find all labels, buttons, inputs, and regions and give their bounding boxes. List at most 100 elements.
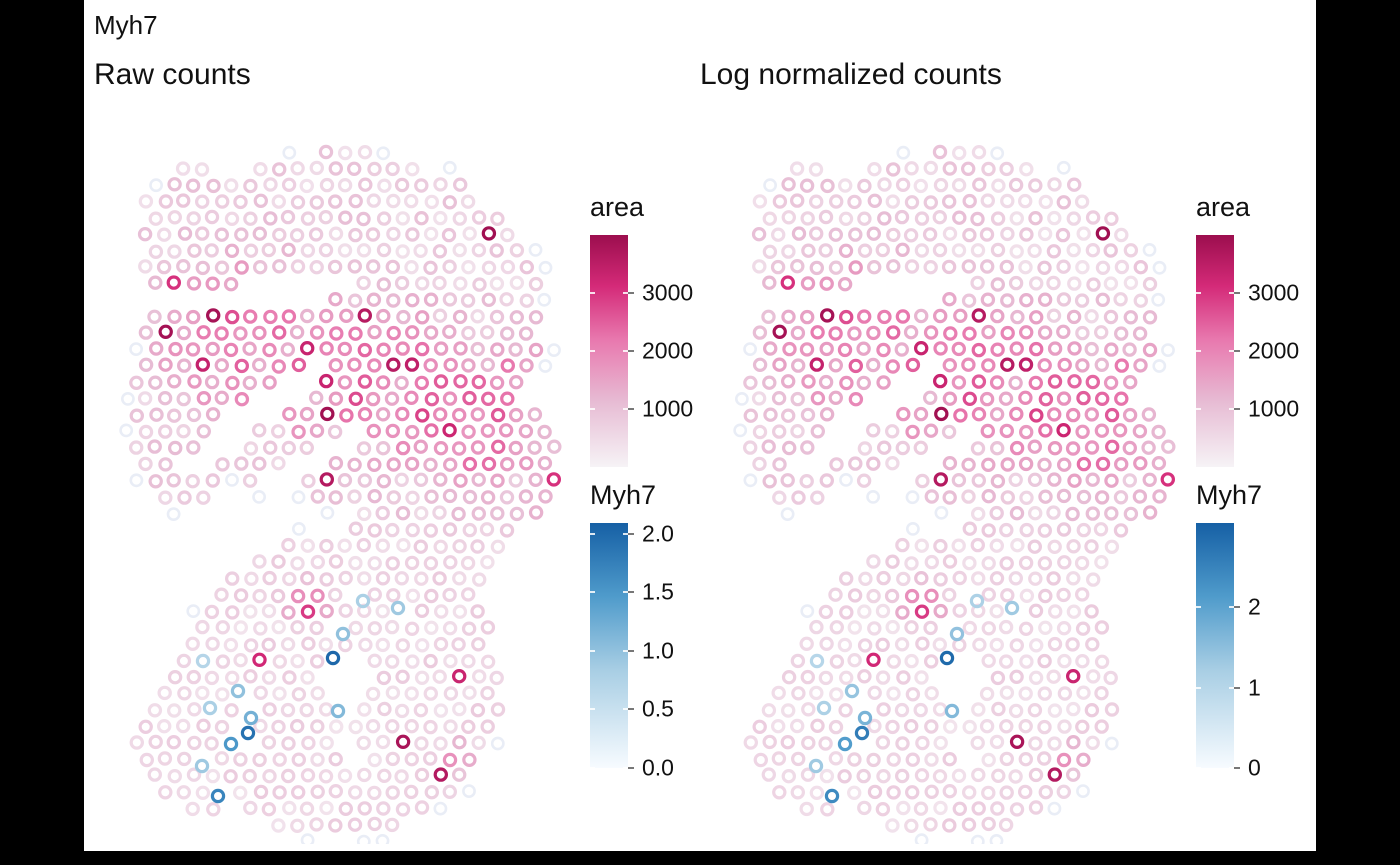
- tissue-spot: [970, 735, 985, 751]
- tissue-spot: [839, 472, 853, 487]
- tissue-spot: [500, 457, 515, 472]
- tissue-spot: [913, 440, 928, 455]
- tissue-spot: [771, 719, 786, 734]
- tissue-spot: [423, 358, 438, 373]
- tissue-spot: [404, 390, 419, 405]
- tissue-spot: [480, 423, 496, 438]
- tissue-spot: [432, 308, 448, 323]
- tissue-spot: [309, 817, 324, 832]
- tissue-spot: [915, 636, 930, 651]
- tissue-spot: [489, 670, 504, 686]
- tissue-spot: [528, 505, 544, 520]
- tissue-spot: [508, 407, 524, 423]
- tissue-spot: [347, 357, 362, 372]
- tissue-spot: [819, 636, 834, 652]
- tissue-spot: [158, 324, 173, 339]
- tissue-spot: [761, 439, 776, 454]
- tissue-spot: [962, 326, 977, 341]
- tissue-spot: [1000, 293, 1015, 308]
- tissue-spot: [252, 226, 267, 241]
- tissue-spot: [280, 209, 296, 225]
- tissue-spot: [289, 228, 305, 243]
- tissue-spot: [348, 391, 363, 406]
- tissue-spot: [981, 587, 996, 602]
- tissue-spot: [761, 767, 777, 782]
- tissue-spot: [876, 375, 891, 390]
- tissue-spot: [196, 325, 211, 340]
- tissue-spot: [828, 326, 843, 341]
- tissue-spot: [187, 374, 202, 389]
- tissue-spot: [443, 357, 458, 373]
- legend-tick-label: 1: [1248, 674, 1261, 701]
- tissue-spot: [300, 243, 316, 258]
- tissue-spot: [328, 226, 344, 241]
- tissue-spot: [866, 325, 881, 341]
- tissue-spot: [1132, 326, 1148, 341]
- tissue-spot: [195, 785, 211, 801]
- tissue-spot: [290, 818, 305, 834]
- tissue-spot: [547, 439, 562, 454]
- tissue-spot: [999, 719, 1014, 734]
- tissue-spot: [913, 801, 929, 816]
- tissue-spot: [1085, 637, 1100, 652]
- tissue-spot: [743, 375, 758, 390]
- tissue-spot: [347, 785, 363, 800]
- tissue-spot: [837, 276, 853, 292]
- tissue-spot: [499, 292, 514, 307]
- tissue-spot: [471, 637, 486, 652]
- tissue-spot: [452, 242, 467, 258]
- tissue-spot: [1095, 226, 1111, 241]
- tissue-spot: [290, 785, 306, 800]
- tissue-spot: [1018, 357, 1034, 372]
- tissue-spot: [301, 636, 316, 651]
- tissue-spot: [1123, 375, 1138, 390]
- tissue-spot: [884, 424, 900, 439]
- tissue-spot: [885, 554, 900, 569]
- tissue-spot: [480, 555, 495, 570]
- legend-tick-inner: [623, 591, 628, 594]
- tissue-spot: [949, 626, 965, 642]
- legend-tick-label: 2000: [642, 337, 694, 364]
- tissue-spot: [962, 521, 977, 536]
- tissue-spot: [462, 752, 477, 768]
- tissue-spot: [365, 227, 381, 242]
- tissue-spot: [528, 276, 544, 292]
- tissue-spot: [462, 522, 477, 538]
- tissue-spot: [791, 490, 806, 505]
- tissue-spot: [1028, 506, 1043, 521]
- tissue-spot: [941, 424, 957, 440]
- legend-tick-mark: [1234, 606, 1240, 609]
- tissue-spot: [244, 571, 259, 586]
- tissue-spot: [1103, 375, 1119, 390]
- tissue-spot: [942, 752, 957, 767]
- tissue-spot: [962, 555, 977, 571]
- tissue-spot: [752, 456, 767, 472]
- tissue-spot: [914, 571, 929, 586]
- tissue-spot: [375, 407, 391, 422]
- tissue-spot: [546, 472, 561, 487]
- tissue-spot: [452, 539, 467, 554]
- legend-tick-inner: [623, 767, 628, 769]
- colorbar-gradient: [590, 523, 628, 768]
- tissue-spot: [470, 440, 486, 455]
- tissue-spot: [971, 506, 986, 522]
- tissue-spot: [357, 473, 372, 488]
- tissue-spot: [272, 654, 287, 669]
- tissue-spot: [885, 359, 900, 374]
- tissue-spot: [291, 424, 306, 440]
- tissue-spot: [214, 390, 230, 405]
- tissue-spot: [962, 620, 977, 636]
- tissue-spot: [810, 424, 826, 439]
- tissue-spot: [1037, 523, 1052, 538]
- tissue-spot: [404, 193, 419, 209]
- tissue-spot: [913, 340, 929, 356]
- tissue-spot: [989, 375, 1005, 390]
- tissue-spot: [1009, 638, 1024, 653]
- tissue-spot: [1018, 456, 1034, 472]
- tissue-spot: [309, 259, 324, 275]
- tissue-spot: [270, 424, 286, 439]
- tissue-spot: [299, 440, 314, 455]
- tissue-spot: [980, 259, 995, 274]
- tissue-spot: [856, 768, 871, 784]
- tissue-spot: [365, 719, 381, 734]
